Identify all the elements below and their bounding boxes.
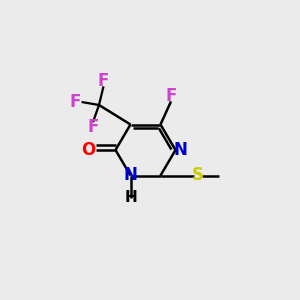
Text: O: O: [81, 141, 96, 159]
Text: F: F: [165, 87, 177, 105]
Text: F: F: [98, 72, 109, 90]
Text: N: N: [124, 167, 137, 184]
Text: F: F: [69, 93, 81, 111]
Text: N: N: [173, 141, 187, 159]
Text: S: S: [192, 167, 204, 184]
Text: H: H: [124, 190, 137, 206]
Text: F: F: [87, 118, 99, 136]
